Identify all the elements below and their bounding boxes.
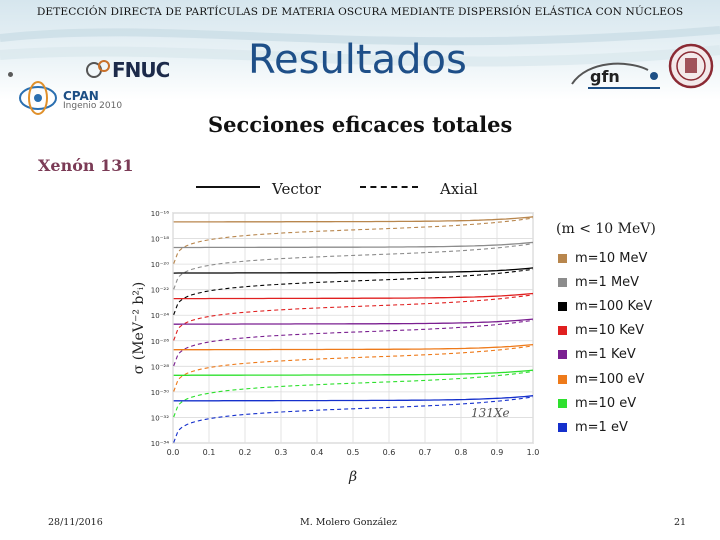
footer-page-number: 21	[674, 517, 687, 528]
mass-legend-label: m=100 eV	[575, 371, 645, 387]
cpan-logo-subtext: Ingenio 2010	[63, 101, 123, 111]
mass-legend-item: m=10 MeV	[558, 246, 652, 270]
y-tick-label: 10⁻²²	[151, 287, 169, 295]
footer-date: 28/11/2016	[48, 517, 103, 528]
x-tick-label: 0.4	[311, 448, 324, 457]
axial-curve	[173, 243, 534, 290]
gfn-logo-icon	[571, 62, 660, 89]
axial-curve	[173, 370, 534, 418]
vector-curve	[173, 369, 534, 376]
x-tick-label: 0.1	[203, 448, 216, 457]
mass-legend-swatch	[558, 301, 567, 311]
mass-legend-label: m=10 eV	[575, 395, 637, 411]
fnuc-logo-text: FNUC	[112, 58, 170, 82]
vector-curve	[173, 241, 534, 249]
mass-legend-swatch	[558, 374, 567, 384]
cpan-logo-text: CPAN	[63, 89, 99, 103]
bullet-dot	[8, 72, 13, 77]
x-tick-label: 0.8	[455, 448, 468, 457]
axial-curve	[173, 217, 534, 264]
mass-legend-item: m=10 eV	[558, 391, 652, 415]
axial-curve	[173, 396, 534, 443]
y-tick-label: 10⁻²⁸	[151, 363, 169, 371]
x-tick-label: 0.9	[491, 448, 504, 457]
legend-axial-label: Axial	[440, 180, 478, 198]
x-tick-label: 0.2	[239, 448, 252, 457]
vector-curve	[173, 216, 534, 223]
header-wave-decoration	[0, 26, 720, 67]
mass-legend-swatch	[558, 253, 567, 263]
mass-legend: m=10 MeV m=1 MeV m=100 KeV m=10 KeV m=1 KeV m…	[558, 246, 652, 440]
x-tick-label: 0.6	[383, 448, 396, 457]
y-tick-label: 10⁻¹⁸	[151, 236, 169, 244]
mass-legend-item: m=1 KeV	[558, 343, 652, 367]
vector-curve	[173, 318, 534, 325]
slide-title: Resultados	[248, 37, 467, 83]
slide-subtitle: Secciones eficaces totales	[208, 112, 513, 137]
x-tick-label: 1.0	[527, 448, 540, 457]
vector-curve	[173, 292, 534, 300]
vector-curve	[173, 267, 534, 274]
mass-legend-label: m=1 MeV	[575, 274, 640, 290]
x-tick-label: 0.0	[167, 448, 180, 457]
x-tick-label: 0.7	[419, 448, 432, 457]
mass-legend-item: m=100 KeV	[558, 294, 652, 318]
vector-curve	[173, 395, 534, 402]
mass-legend-label: m=1 KeV	[575, 347, 636, 363]
vector-curve	[173, 343, 534, 351]
axial-curve	[173, 345, 534, 392]
gfn-logo-text: gfn	[590, 67, 620, 86]
section-label: Xenón 131	[38, 156, 134, 175]
x-tick-label: 0.3	[275, 448, 288, 457]
footer-author: M. Molero González	[300, 517, 397, 528]
mass-legend-swatch	[558, 422, 567, 432]
plot-annotation: 131Xe	[471, 406, 510, 420]
mass-legend-swatch	[558, 277, 567, 287]
mass-legend-swatch	[558, 326, 567, 336]
legend-vector-line	[196, 186, 260, 188]
mass-legend-swatch	[558, 398, 567, 408]
fnuc-logo-icon	[86, 60, 110, 78]
y-tick-label: 10⁻³⁰	[151, 389, 169, 397]
mass-legend-label: m=1 eV	[575, 419, 628, 435]
cross-section-plot: 10⁻¹⁶ 10⁻¹⁸ 10⁻²⁰ 10⁻²² 10⁻²⁴ 10⁻²⁶ 10⁻²⁸ 10⁻³⁰…	[131, 210, 540, 485]
x-axis-label: β	[348, 469, 357, 485]
y-tick-label: 10⁻³⁴	[151, 440, 169, 448]
mass-legend-swatch	[558, 350, 567, 360]
mass-legend-item: m=1 MeV	[558, 270, 652, 294]
mass-legend-item: m=100 eV	[558, 367, 652, 391]
mass-legend-label: m=100 KeV	[575, 298, 653, 314]
axial-curve	[173, 319, 534, 367]
mass-range-note: (m < 10 MeV)	[556, 221, 656, 237]
y-tick-label: 10⁻²⁶	[151, 338, 169, 346]
university-seal-icon	[668, 43, 714, 89]
y-tick-label: 10⁻¹⁶	[151, 210, 169, 218]
y-tick-label: 10⁻²⁰	[151, 261, 169, 269]
mass-legend-item: m=1 eV	[558, 415, 652, 439]
cpan-logo-icon	[19, 81, 57, 115]
slide-header: DETECCIÓN DIRECTA DE PARTÍCULAS DE MATER…	[36, 6, 684, 18]
mass-legend-label: m=10 KeV	[575, 323, 644, 339]
y-tick-label: 10⁻²⁴	[151, 312, 169, 320]
y-tick-label: 10⁻³²	[151, 414, 169, 422]
legend-axial-line	[360, 186, 418, 188]
mass-legend-item: m=10 KeV	[558, 319, 652, 343]
y-axis-label: σ (MeV⁻² b²ᵢ)	[131, 282, 147, 375]
axial-curve	[173, 294, 534, 341]
mass-legend-label: m=10 MeV	[575, 250, 648, 266]
axial-curve	[173, 268, 534, 315]
legend-vector-label: Vector	[272, 180, 321, 198]
x-tick-label: 0.5	[347, 448, 360, 457]
